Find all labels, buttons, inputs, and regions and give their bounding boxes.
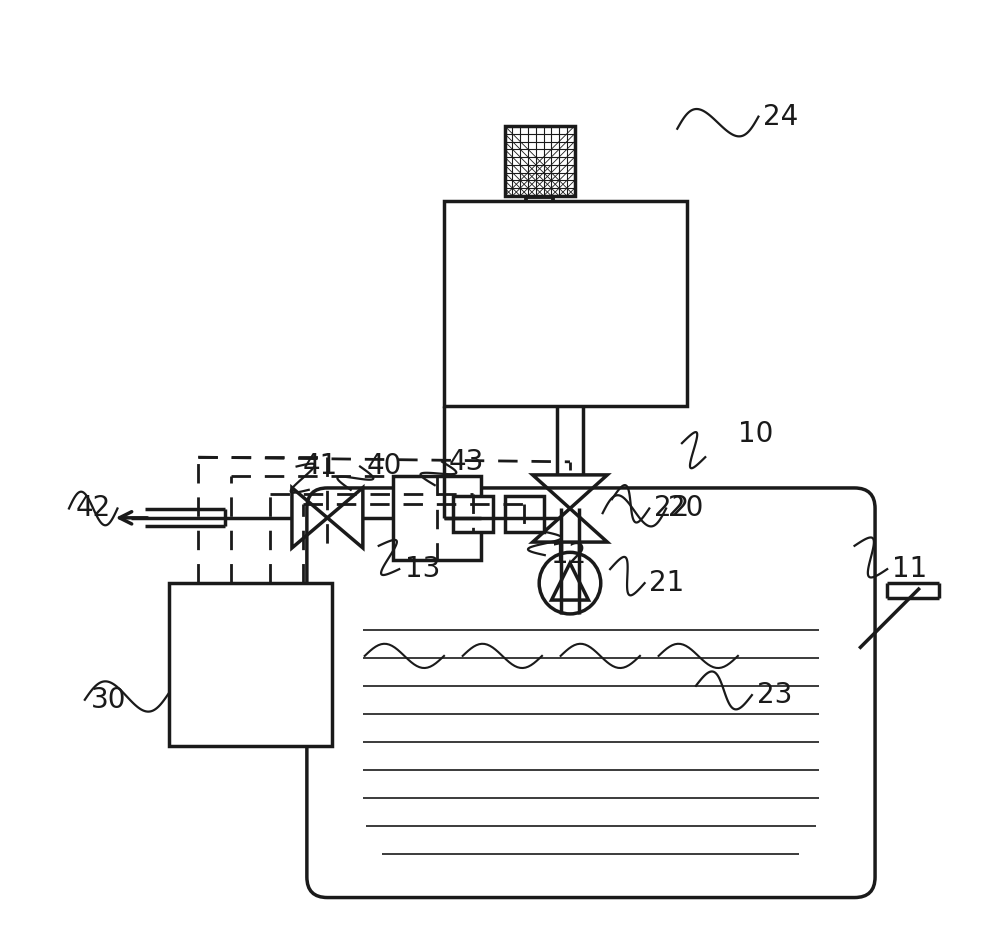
Text: 13: 13 (405, 555, 440, 583)
Bar (505, 496, 544, 532)
FancyBboxPatch shape (307, 488, 875, 898)
Bar (505, 126, 575, 196)
Text: 21: 21 (649, 569, 685, 597)
Text: 23: 23 (757, 681, 792, 709)
Text: 10: 10 (738, 420, 773, 448)
Text: 11: 11 (892, 555, 927, 583)
Bar (393, 476, 481, 560)
Text: 40: 40 (367, 453, 402, 480)
Text: 30: 30 (91, 686, 127, 714)
Bar (169, 583, 332, 746)
Bar (444, 201, 687, 406)
Text: 22: 22 (654, 494, 689, 522)
Text: 12: 12 (551, 541, 587, 569)
Bar (453, 496, 493, 532)
Text: 20: 20 (668, 494, 703, 522)
Text: 41: 41 (302, 453, 337, 480)
Text: 24: 24 (763, 103, 798, 131)
Text: 42: 42 (75, 494, 111, 522)
Text: 43: 43 (449, 448, 484, 476)
